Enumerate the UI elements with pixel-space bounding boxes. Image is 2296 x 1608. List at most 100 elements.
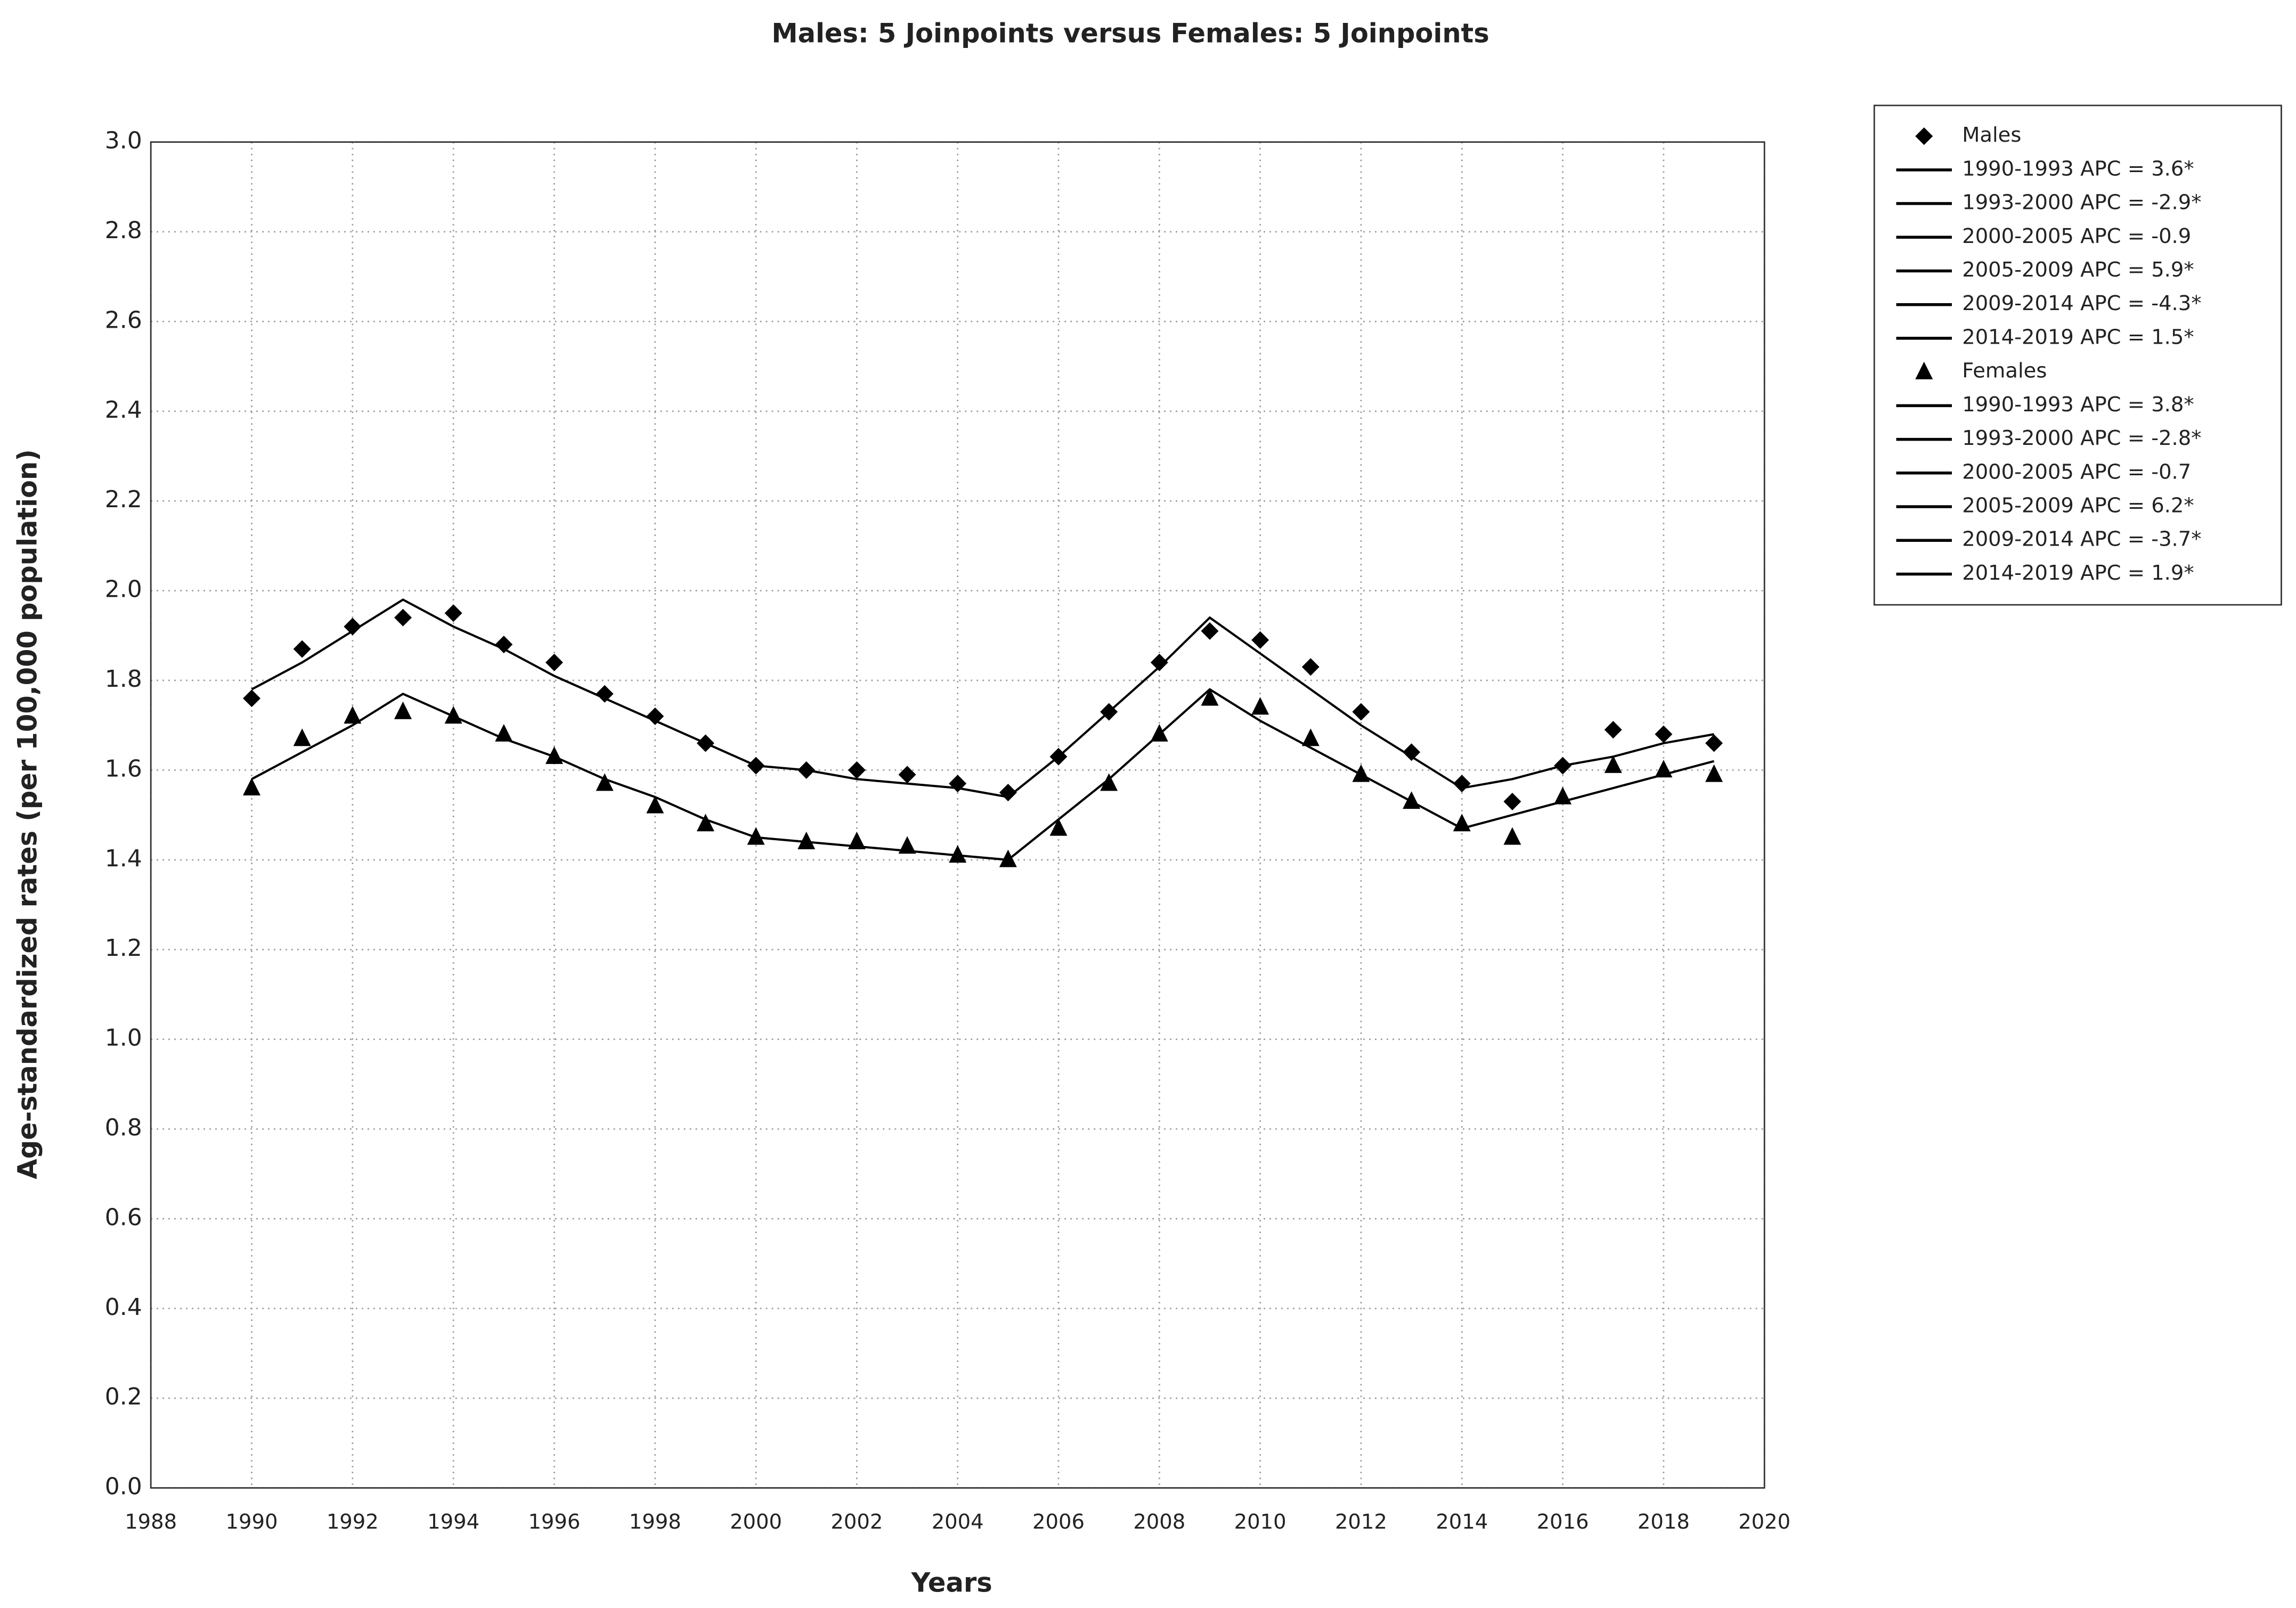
- legend-label: Males: [1962, 123, 2021, 147]
- data-point: [999, 784, 1017, 802]
- x-tick-label: 2000: [730, 1510, 782, 1534]
- y-tick-label: 0.8: [105, 1114, 142, 1141]
- data-point: [1403, 743, 1421, 761]
- data-point: [1554, 757, 1572, 775]
- x-tick-label: 2014: [1436, 1510, 1488, 1534]
- legend-label: 2005-2009 APC = 5.9*: [1962, 258, 2194, 282]
- data-point: [1655, 760, 1673, 778]
- data-point: [1301, 728, 1320, 746]
- legend-label: 2014-2019 APC = 1.9*: [1962, 561, 2194, 585]
- y-tick-label: 2.0: [105, 576, 142, 603]
- data-point: [545, 746, 563, 764]
- data-point: [293, 640, 311, 658]
- data-point: [344, 618, 362, 636]
- y-tick-label: 2.2: [105, 486, 142, 513]
- x-tick-label: 2018: [1638, 1510, 1690, 1534]
- data-point: [1251, 697, 1269, 715]
- y-tick-label: 1.4: [105, 845, 142, 872]
- data-point: [1705, 764, 1723, 782]
- data-point: [243, 689, 260, 708]
- data-point: [495, 724, 513, 742]
- fitted-line: [251, 688, 1715, 861]
- data-point: [797, 831, 816, 849]
- data-point: [596, 773, 614, 791]
- data-point: [444, 706, 462, 724]
- data-point: [1503, 827, 1521, 845]
- x-tick-label: 1994: [427, 1510, 479, 1534]
- x-tick-label: 2002: [831, 1510, 883, 1534]
- legend-label: Females: [1962, 359, 2047, 383]
- legend-label: 2009-2014 APC = -4.3*: [1962, 291, 2201, 315]
- y-tick-label: 0.2: [105, 1383, 142, 1410]
- data-point: [1604, 721, 1622, 739]
- x-tick-label: 1990: [226, 1510, 278, 1534]
- data-point: [1503, 792, 1521, 810]
- data-point: [394, 701, 412, 719]
- y-tick-label: 0.6: [105, 1204, 142, 1231]
- x-tick-label: 2004: [932, 1510, 984, 1534]
- legend-label: 1990-1993 APC = 3.6*: [1962, 157, 2194, 181]
- data-point: [444, 604, 462, 622]
- legend-label: 2009-2014 APC = -3.7*: [1962, 527, 2201, 551]
- y-tick-label: 2.6: [105, 306, 142, 334]
- y-tick-label: 1.8: [105, 665, 142, 693]
- legend-label: 2000-2005 APC = -0.9: [1962, 224, 2191, 248]
- data-point: [949, 845, 967, 863]
- legend-label: 1993-2000 APC = -2.9*: [1962, 191, 2201, 215]
- data-point: [1100, 773, 1118, 791]
- data-point: [999, 849, 1017, 867]
- legend-label: 1990-1993 APC = 3.8*: [1962, 393, 2194, 417]
- plot-frame: [150, 141, 1765, 1489]
- data-point: [1554, 786, 1572, 805]
- legend-label: 1993-2000 APC = -2.8*: [1962, 426, 2201, 450]
- y-tick-label: 0.0: [105, 1473, 142, 1500]
- data-point: [344, 706, 362, 724]
- data-point: [797, 761, 816, 779]
- x-tick-label: 2010: [1234, 1510, 1287, 1534]
- x-tick-label: 1988: [125, 1510, 177, 1534]
- data-point: [1301, 658, 1320, 676]
- legend-label: 2005-2009 APC = 6.2*: [1962, 494, 2194, 518]
- data-point: [848, 831, 866, 849]
- x-tick-label: 2020: [1738, 1510, 1790, 1534]
- chart-title: Males: 5 Joinpoints versus Females: 5 Jo…: [771, 18, 1489, 48]
- x-tick-label: 1992: [327, 1510, 379, 1534]
- data-point: [1150, 724, 1168, 742]
- y-tick-label: 3.0: [105, 127, 142, 155]
- x-tick-label: 2006: [1032, 1510, 1085, 1534]
- y-tick-label: 1.0: [105, 1025, 142, 1052]
- x-tick-label: 2016: [1537, 1510, 1589, 1534]
- data-point: [1403, 791, 1421, 809]
- data-point: [1201, 622, 1219, 640]
- legend-marker: [1915, 361, 1933, 379]
- data-point: [1604, 755, 1622, 773]
- data-point: [1352, 764, 1370, 782]
- y-tick-label: 1.2: [105, 935, 142, 962]
- data-point: [747, 757, 765, 775]
- data-point: [696, 814, 714, 832]
- data-point: [898, 836, 916, 854]
- data-point: [696, 734, 714, 752]
- y-tick-label: 2.8: [105, 217, 142, 244]
- y-tick-label: 2.4: [105, 396, 142, 424]
- x-tick-label: 1996: [528, 1510, 580, 1534]
- data-point: [848, 761, 866, 779]
- x-tick-label: 2012: [1335, 1510, 1387, 1534]
- x-axis-label: Years: [911, 1568, 992, 1598]
- y-tick-label: 1.6: [105, 755, 142, 782]
- fitted-line: [251, 598, 1714, 799]
- data-point: [1049, 818, 1068, 836]
- data-point: [646, 795, 664, 814]
- x-tick-label: 2008: [1133, 1510, 1185, 1534]
- y-axis-label: Age-standardized rates (per 100,000 popu…: [12, 449, 43, 1179]
- data-point: [293, 728, 311, 746]
- legend-box: [1873, 104, 2282, 606]
- legend-label: 2000-2005 APC = -0.7: [1962, 460, 2191, 484]
- data-point: [1201, 688, 1219, 706]
- legend-marker: [1915, 127, 1933, 145]
- y-tick-label: 0.4: [105, 1294, 142, 1321]
- data-point: [747, 827, 765, 845]
- data-point: [1705, 734, 1723, 752]
- data-point: [898, 766, 916, 784]
